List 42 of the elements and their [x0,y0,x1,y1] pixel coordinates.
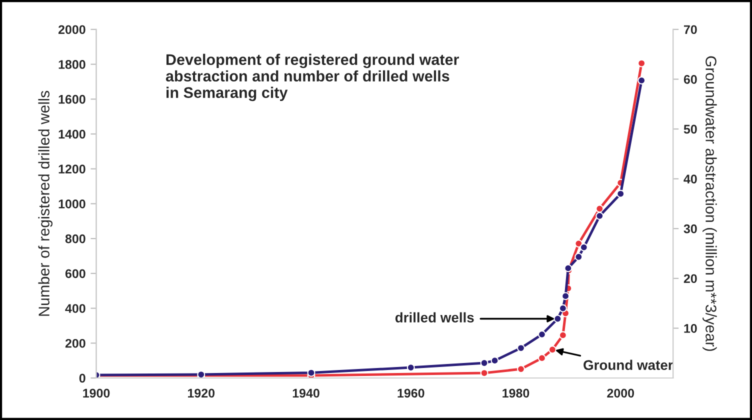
y2-tick-label: 10 [684,324,697,333]
y-tick-label: 200 [65,338,86,348]
point [562,292,570,300]
x-tick-label: 2000 [607,388,634,398]
point [580,243,588,252]
x-tick-label: 1980 [502,388,530,398]
point [558,331,567,340]
y-axis-title: Number of registered drilled wells [38,90,52,316]
y-tick-label: 1000 [58,200,86,208]
y-tick-label: 1200 [58,164,86,174]
y2-tick-label: 30 [684,224,697,234]
text: Development of registered ground water abstraction and number of drilled wells in Semarang city [166,54,459,102]
y2-tick-label: 70 [684,25,697,34]
point [554,314,562,323]
y2-tick-label: 60 [684,75,697,84]
y-tick-label: 1800 [58,60,86,69]
point [548,346,556,354]
point [307,368,316,377]
x-tick-label: 1920 [188,388,215,398]
point [538,330,546,338]
x-tick-label: 1940 [292,388,320,398]
x-tick-label: 1900 [83,388,110,398]
y-tick-label: 1600 [58,94,86,104]
y2-tick-label: 40 [684,174,697,184]
point [616,190,625,198]
y-tick-label: 800 [65,234,86,244]
y2-tick-label: 50 [684,124,697,134]
x-tick-label: 1960 [398,388,424,398]
y2-axis-title: Groundwater abstraction (million m**3/year) [702,56,717,351]
point [596,212,604,220]
point [596,204,604,213]
text: Ground water [584,360,674,370]
y2-tick-label: 20 [684,274,697,284]
point [574,252,583,261]
y-tick-label: 0 [79,374,86,383]
y-tick-label: 1400 [58,130,86,139]
point [574,240,583,248]
y-tick-label: 600 [65,269,86,278]
y-tick-label: 2000 [58,25,86,34]
point [480,359,488,367]
text: drilled wells [395,312,474,322]
y-tick-label: 400 [65,304,86,313]
